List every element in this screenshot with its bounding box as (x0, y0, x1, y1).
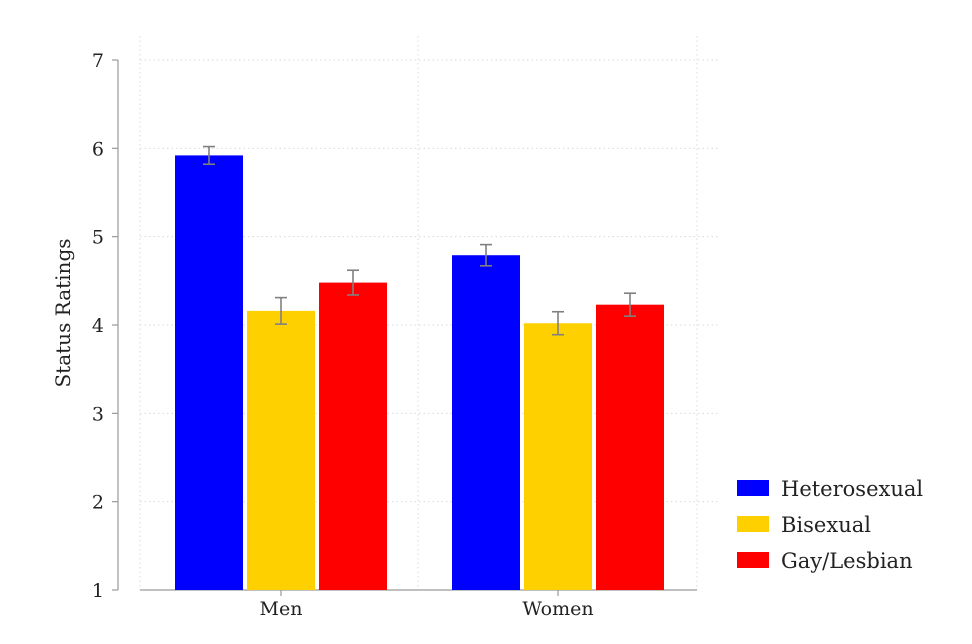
legend-swatch (737, 516, 769, 532)
legend-swatch (737, 480, 769, 496)
y-axis: 1 2 3 4 5 6 7 (92, 50, 119, 602)
bar-bisexual-men (247, 310, 315, 590)
legend: Heterosexual Bisexual Gay/Lesbian (737, 477, 923, 573)
legend-label: Gay/Lesbian (781, 549, 913, 573)
x-tick-label: Men (260, 598, 303, 620)
x-tick-label: Women (522, 598, 593, 620)
legend-label: Bisexual (781, 513, 871, 537)
bar-bisexual-women (524, 323, 592, 590)
y-axis-title: Status Ratings (51, 238, 75, 387)
y-tick-label: 3 (92, 403, 104, 425)
bars (175, 155, 664, 590)
legend-label: Heterosexual (781, 477, 923, 501)
y-tick-label: 7 (92, 50, 104, 72)
bar-gay-lesbian-women (596, 304, 664, 590)
y-tick-label: 4 (92, 315, 104, 337)
bar-heterosexual-women (452, 255, 520, 590)
bar-gay-lesbian-men (319, 282, 387, 590)
error-bars (203, 145, 636, 336)
y-tick-label: 2 (92, 492, 104, 514)
x-axis (140, 589, 697, 596)
category-labels: Men Women (260, 598, 594, 620)
y-tick-label: 5 (92, 227, 104, 249)
bar-heterosexual-men (175, 155, 243, 590)
y-tick-label: 1 (92, 580, 104, 602)
y-tick-label: 6 (92, 138, 104, 160)
legend-swatch (737, 552, 769, 568)
